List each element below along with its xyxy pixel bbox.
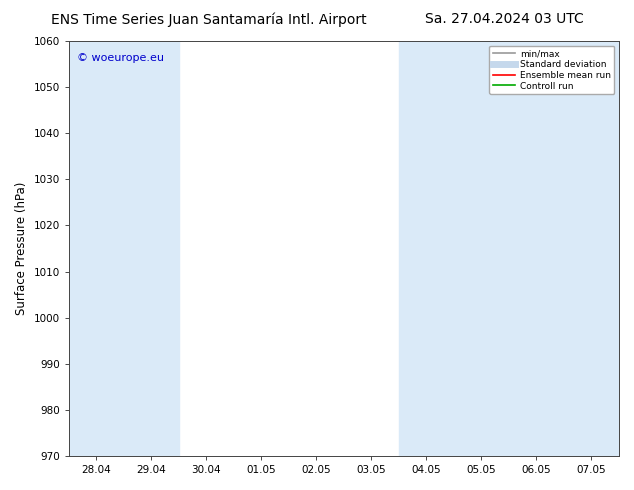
Y-axis label: Surface Pressure (hPa): Surface Pressure (hPa) bbox=[15, 182, 28, 315]
Bar bbox=[509, 41, 619, 456]
Text: © woeurope.eu: © woeurope.eu bbox=[77, 53, 164, 64]
Text: ENS Time Series Juan Santamaría Intl. Airport: ENS Time Series Juan Santamaría Intl. Ai… bbox=[51, 12, 366, 27]
Bar bbox=[69, 41, 179, 456]
Legend: min/max, Standard deviation, Ensemble mean run, Controll run: min/max, Standard deviation, Ensemble me… bbox=[489, 46, 614, 94]
Bar bbox=[399, 41, 509, 456]
Text: Sa. 27.04.2024 03 UTC: Sa. 27.04.2024 03 UTC bbox=[425, 12, 583, 26]
